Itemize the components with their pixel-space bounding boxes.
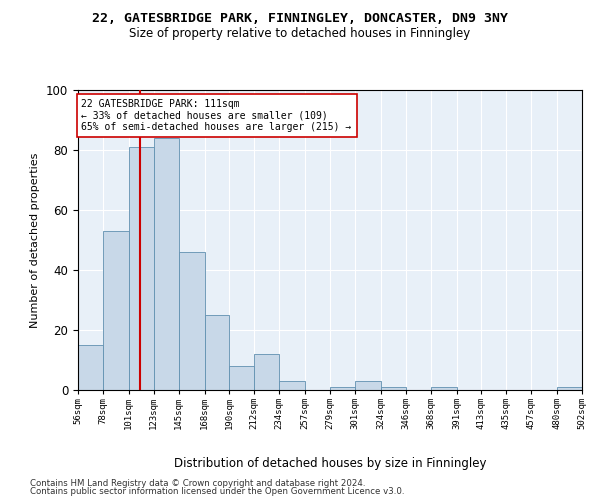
Bar [78,345,103,390]
Bar [205,315,229,390]
Bar [154,138,179,390]
Bar [381,387,406,390]
Bar [129,147,154,390]
Text: 22, GATESBRIDGE PARK, FINNINGLEY, DONCASTER, DN9 3NY: 22, GATESBRIDGE PARK, FINNINGLEY, DONCAS… [92,12,508,26]
Bar [254,354,279,390]
Bar [179,252,205,390]
Bar [279,381,305,390]
Bar [229,366,254,390]
Bar [330,387,355,390]
Y-axis label: Number of detached properties: Number of detached properties [31,152,40,328]
Text: Size of property relative to detached houses in Finningley: Size of property relative to detached ho… [130,28,470,40]
Text: Contains public sector information licensed under the Open Government Licence v3: Contains public sector information licen… [30,487,404,496]
Text: Distribution of detached houses by size in Finningley: Distribution of detached houses by size … [174,458,486,470]
Text: 22 GATESBRIDGE PARK: 111sqm
← 33% of detached houses are smaller (109)
65% of se: 22 GATESBRIDGE PARK: 111sqm ← 33% of det… [82,99,352,132]
Bar [431,387,457,390]
Text: Contains HM Land Registry data © Crown copyright and database right 2024.: Contains HM Land Registry data © Crown c… [30,478,365,488]
Bar [103,231,129,390]
Bar [355,381,381,390]
Bar [557,387,582,390]
